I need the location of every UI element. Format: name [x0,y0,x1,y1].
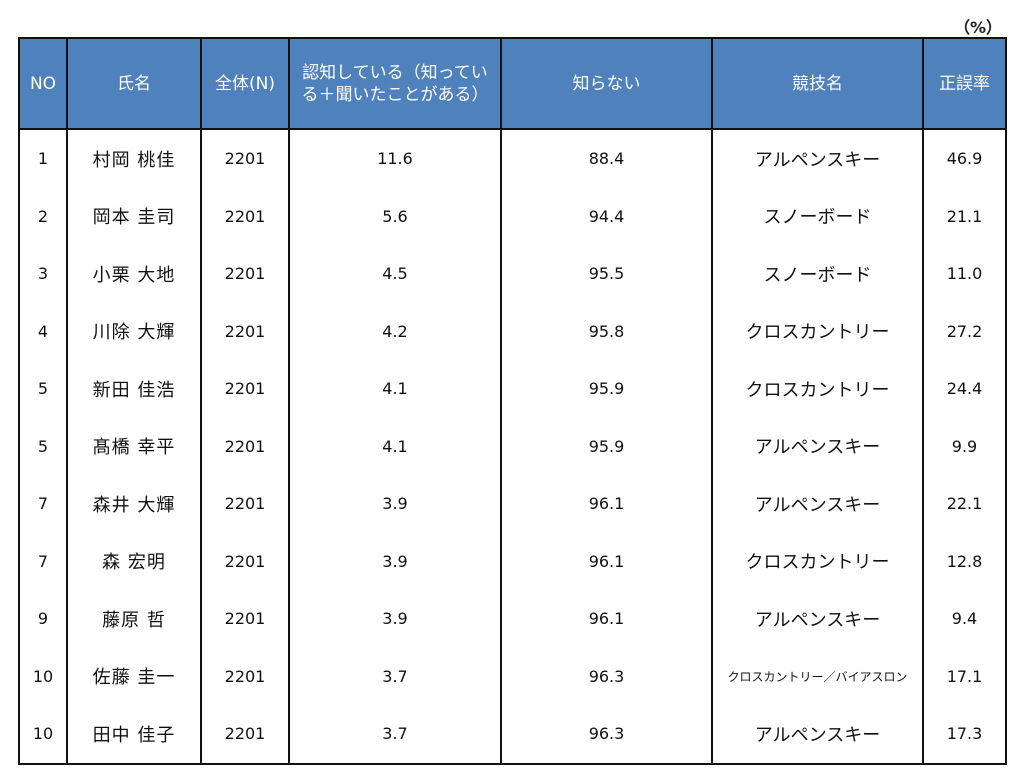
cell-aware: 5.6 [288,187,502,245]
cell-sport: アルペンスキー [711,129,924,188]
table-header-row: NO 氏名 全体(N) 認知している（知っている＋聞いたことがある） 知らない … [18,37,1007,130]
cell-accuracy: 46.9 [922,129,1007,188]
cell-aware: 3.7 [288,647,502,705]
cell-aware: 4.5 [288,245,502,303]
cell-no: 5 [18,417,68,475]
cell-unaware: 96.3 [500,705,713,765]
cell-aware: 11.6 [288,129,502,188]
cell-total: 2201 [200,417,290,475]
cell-sport: アルペンスキー [711,475,924,533]
cell-unaware: 96.3 [500,647,713,705]
cell-aware: 3.9 [288,532,502,590]
cell-unaware: 95.5 [500,245,713,303]
cell-no: 10 [18,647,68,705]
cell-name: 小栗 大地 [66,245,202,303]
cell-total: 2201 [200,532,290,590]
cell-accuracy: 11.0 [922,245,1007,303]
cell-total: 2201 [200,187,290,245]
cell-sport: クロスカントリー [711,532,924,590]
cell-aware: 4.2 [288,302,502,360]
cell-name: 森井 大輝 [66,475,202,533]
cell-accuracy: 27.2 [922,302,1007,360]
table-row: 3 小栗 大地 2201 4.5 95.5 スノーボード 11.0 [18,245,1007,303]
cell-unaware: 96.1 [500,475,713,533]
table-row: 4 川除 大輝 2201 4.2 95.8 クロスカントリー 27.2 [18,302,1007,360]
cell-no: 9 [18,590,68,648]
cell-no: 7 [18,475,68,533]
cell-sport: クロスカントリー／バイアスロン [711,647,924,705]
table-row: 1 村岡 桃佳 2201 11.6 88.4 アルペンスキー 46.9 [18,129,1007,188]
table-row: 5 新田 佳浩 2201 4.1 95.9 クロスカントリー 24.4 [18,360,1007,418]
table-row: 10 佐藤 圭一 2201 3.7 96.3 クロスカントリー／バイアスロン 17.1 [18,647,1007,705]
awareness-table: NO 氏名 全体(N) 認知している（知っている＋聞いたことがある） 知らない … [18,37,1007,765]
cell-unaware: 96.1 [500,590,713,648]
header-unaware: 知らない [500,37,713,130]
cell-no: 5 [18,360,68,418]
cell-no: 3 [18,245,68,303]
cell-no: 2 [18,187,68,245]
cell-name: 岡本 圭司 [66,187,202,245]
cell-unaware: 96.1 [500,532,713,590]
header-name: 氏名 [66,37,202,130]
table-row: 2 岡本 圭司 2201 5.6 94.4 スノーボード 21.1 [18,187,1007,245]
cell-no: 10 [18,705,68,765]
cell-name: 佐藤 圭一 [66,647,202,705]
cell-name: 森 宏明 [66,532,202,590]
cell-unaware: 95.9 [500,360,713,418]
cell-name: 村岡 桃佳 [66,129,202,188]
cell-aware: 3.9 [288,475,502,533]
cell-total: 2201 [200,590,290,648]
cell-aware: 3.9 [288,590,502,648]
cell-sport: クロスカントリー [711,302,924,360]
cell-accuracy: 17.3 [922,705,1007,765]
cell-name: 川除 大輝 [66,302,202,360]
cell-accuracy: 17.1 [922,647,1007,705]
cell-sport: アルペンスキー [711,705,924,765]
unit-label: （%） [953,18,1002,37]
cell-accuracy: 9.4 [922,590,1007,648]
cell-accuracy: 21.1 [922,187,1007,245]
cell-name: 髙橋 幸平 [66,417,202,475]
table-row: 9 藤原 哲 2201 3.9 96.1 アルペンスキー 9.4 [18,590,1007,648]
header-total: 全体(N) [200,37,290,130]
cell-sport: クロスカントリー [711,360,924,418]
header-sport: 競技名 [711,37,924,130]
table-row: 10 田中 佳子 2201 3.7 96.3 アルペンスキー 17.3 [18,705,1007,765]
cell-total: 2201 [200,360,290,418]
cell-accuracy: 9.9 [922,417,1007,475]
header-accuracy: 正誤率 [922,37,1007,130]
cell-accuracy: 12.8 [922,532,1007,590]
cell-aware: 4.1 [288,417,502,475]
cell-accuracy: 22.1 [922,475,1007,533]
cell-sport: スノーボード [711,187,924,245]
cell-name: 藤原 哲 [66,590,202,648]
cell-unaware: 95.9 [500,417,713,475]
cell-unaware: 94.4 [500,187,713,245]
cell-unaware: 88.4 [500,129,713,188]
table-row: 5 髙橋 幸平 2201 4.1 95.9 アルペンスキー 9.9 [18,417,1007,475]
cell-total: 2201 [200,245,290,303]
cell-no: 4 [18,302,68,360]
cell-name: 新田 佳浩 [66,360,202,418]
cell-accuracy: 24.4 [922,360,1007,418]
cell-total: 2201 [200,302,290,360]
cell-name: 田中 佳子 [66,705,202,765]
cell-total: 2201 [200,705,290,765]
cell-sport: アルペンスキー [711,417,924,475]
cell-total: 2201 [200,129,290,188]
header-no: NO [18,37,68,130]
header-aware: 認知している（知っている＋聞いたことがある） [288,37,502,130]
cell-total: 2201 [200,475,290,533]
cell-sport: アルペンスキー [711,590,924,648]
cell-aware: 4.1 [288,360,502,418]
cell-no: 1 [18,129,68,188]
cell-no: 7 [18,532,68,590]
cell-sport: スノーボード [711,245,924,303]
cell-unaware: 95.8 [500,302,713,360]
cell-aware: 3.7 [288,705,502,765]
table-row: 7 森井 大輝 2201 3.9 96.1 アルペンスキー 22.1 [18,475,1007,533]
cell-total: 2201 [200,647,290,705]
